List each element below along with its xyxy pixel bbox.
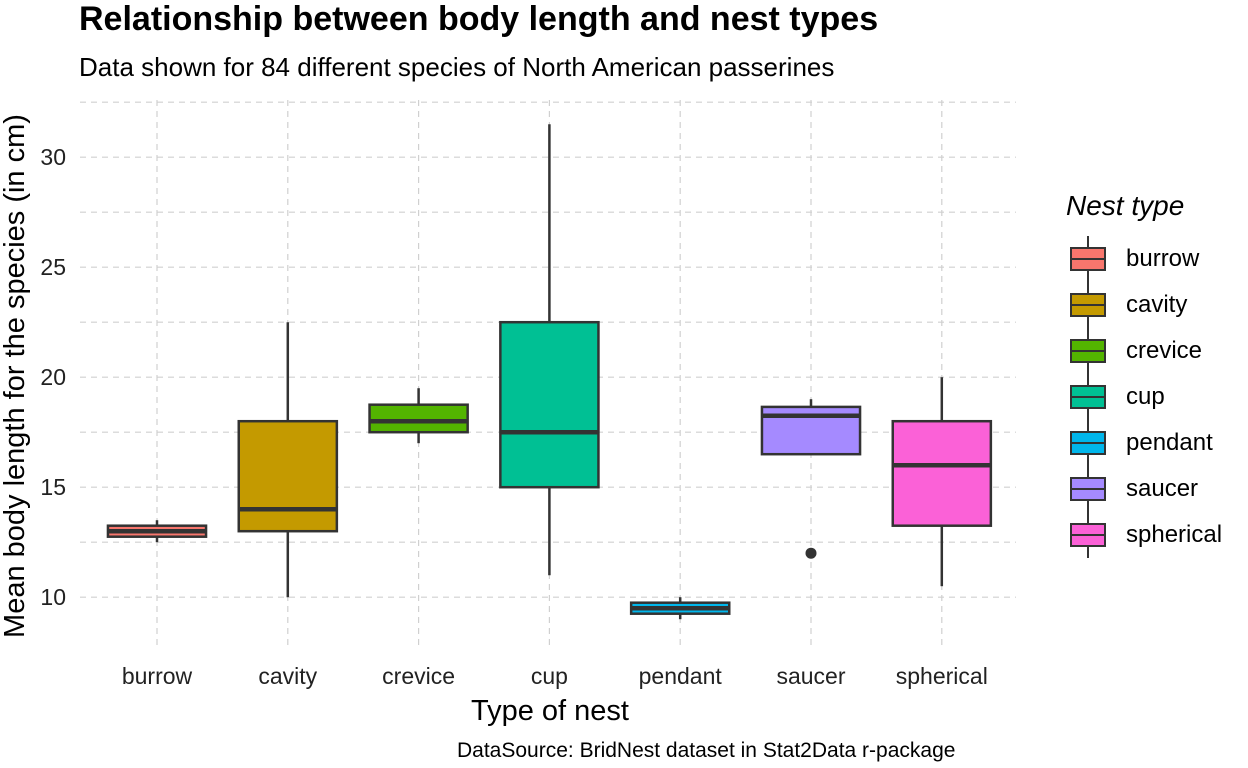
x-tick-label: crevice <box>382 663 455 689</box>
legend-key <box>1066 282 1110 328</box>
x-axis-title: Type of nest <box>471 695 629 727</box>
axes: 10 15 20 25 30 burrow cavity crevice cup pendant s… <box>40 144 987 689</box>
legend-label: pendant <box>1126 429 1213 456</box>
x-tick-label: cup <box>531 663 568 689</box>
legend: Nest type burrow cavity crevice cup pendant s… <box>1066 190 1222 558</box>
legend-item-spherical: spherical <box>1066 512 1222 558</box>
legend-label: burrow <box>1126 245 1200 272</box>
y-tick-label: 15 <box>40 474 66 500</box>
legend-items: burrow cavity crevice cup pendant saucer spher… <box>1066 236 1222 558</box>
chart-title: Relationship between body length and nes… <box>79 0 879 38</box>
y-tick-label: 25 <box>40 254 66 280</box>
x-tick-label: pendant <box>639 663 723 689</box>
legend-label: cavity <box>1126 291 1188 318</box>
legend-item-cup: cup <box>1066 374 1222 420</box>
y-tick-label: 20 <box>40 364 66 390</box>
box-crevice <box>368 388 469 444</box>
box-cup <box>499 124 600 576</box>
legend-item-crevice: crevice <box>1066 328 1222 374</box>
legend-key <box>1066 466 1110 512</box>
box-body <box>499 320 600 489</box>
legend-item-burrow: burrow <box>1066 236 1222 282</box>
chart-caption: DataSource: BridNest dataset in Stat2Dat… <box>457 739 956 762</box>
x-tick-label: burrow <box>122 663 193 689</box>
box-burrow <box>106 520 208 543</box>
legend-key <box>1066 374 1110 420</box>
box-saucer <box>760 399 862 559</box>
box-body <box>368 403 469 434</box>
legend-key <box>1066 420 1110 466</box>
box-body <box>891 419 993 527</box>
legend-label: saucer <box>1126 475 1199 502</box>
legend-label: cup <box>1126 383 1165 410</box>
box-cavity <box>237 322 339 598</box>
y-tick-label: 30 <box>40 144 66 170</box>
legend-key <box>1066 328 1110 374</box>
x-tick-label: saucer <box>776 663 845 689</box>
legend-item-saucer: saucer <box>1066 466 1222 512</box>
y-tick-label: 10 <box>40 584 66 610</box>
legend-item-cavity: cavity <box>1066 282 1222 328</box>
legend-key <box>1066 512 1110 558</box>
box-body <box>237 419 339 533</box>
legend-item-pendant: pendant <box>1066 420 1222 466</box>
box-spherical <box>891 377 993 587</box>
box-pendant <box>629 597 731 620</box>
legend-label: spherical <box>1126 521 1223 548</box>
outlier-point <box>805 547 817 559</box>
y-axis-title: Mean body length for the species (in cm) <box>0 114 31 638</box>
x-tick-label: cavity <box>258 663 317 689</box>
x-tick-label: spherical <box>896 663 988 689</box>
chart-subtitle: Data shown for 84 different species of N… <box>79 52 835 82</box>
legend-title: Nest type <box>1066 190 1185 221</box>
legend-label: crevice <box>1126 337 1203 364</box>
boxes <box>106 124 993 620</box>
legend-key <box>1066 236 1110 282</box>
